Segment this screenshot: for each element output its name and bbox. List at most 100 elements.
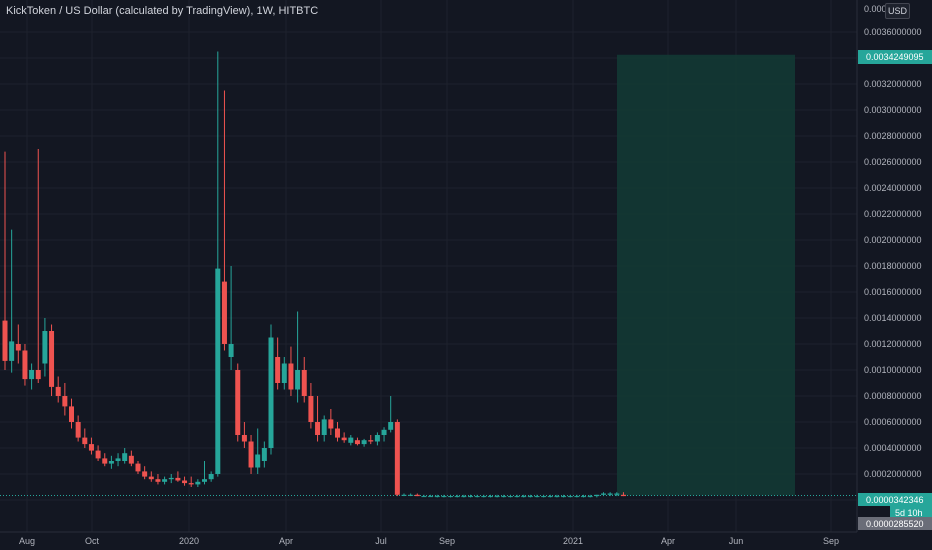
candle-body	[428, 496, 434, 498]
candle-body	[527, 496, 533, 498]
candle-body	[122, 453, 128, 461]
candle-body	[587, 496, 593, 498]
currency-button[interactable]: USD	[885, 3, 910, 19]
candle-body	[481, 496, 487, 498]
candle-body	[15, 344, 21, 351]
candle-body	[541, 496, 547, 498]
candle-body	[29, 370, 35, 380]
candle-body	[361, 440, 367, 445]
candle-body	[255, 454, 261, 468]
candle-body	[607, 493, 613, 495]
candle-body	[374, 435, 380, 442]
candle-series	[2, 51, 626, 498]
price-axis[interactable]: 0.000 0.00360000000.00340000000.00320000…	[856, 0, 932, 550]
candle-body	[261, 448, 267, 461]
time-tick-label: Apr	[661, 536, 675, 546]
time-tick-label: Jul	[375, 536, 387, 546]
candle-body	[135, 463, 141, 472]
candle-body	[514, 496, 520, 498]
candle-body	[248, 441, 254, 468]
candle-body	[22, 350, 28, 380]
price-tick-label: 0.0014000000	[864, 313, 922, 323]
price-tick-label: 0.0036000000	[864, 27, 922, 37]
candle-body	[561, 496, 567, 498]
candle-body	[9, 341, 15, 361]
candle-body	[95, 450, 101, 459]
candle-body	[354, 440, 360, 445]
candle-body	[408, 494, 414, 496]
candle-body	[195, 481, 201, 485]
candle-body	[388, 422, 394, 430]
candle-body	[268, 337, 274, 448]
candle-body	[461, 496, 467, 498]
candle-body	[2, 320, 8, 361]
candle-body	[614, 493, 620, 495]
candle-body	[102, 458, 108, 464]
price-tick-label: 0.0018000000	[864, 261, 922, 271]
candle-body	[335, 428, 340, 438]
candle-body	[208, 474, 214, 480]
candle-body	[394, 422, 400, 495]
candle-body	[162, 479, 168, 482]
candle-body	[521, 496, 527, 498]
candle-body	[82, 437, 88, 445]
candle-body	[295, 370, 301, 390]
candle-body	[301, 370, 307, 396]
price-tick-label: 0.0032000000	[864, 79, 922, 89]
candle-body	[574, 496, 580, 498]
target-price-label: 0.0034249095	[866, 52, 924, 62]
candle-body	[88, 444, 94, 451]
candle-body	[235, 370, 241, 435]
candle-body	[49, 331, 55, 387]
price-tick-label: 0.0006000000	[864, 417, 922, 427]
time-tick-label: 2021	[563, 536, 583, 546]
price-axis-ticks: 0.00360000000.00340000000.00320000000.00…	[864, 27, 922, 505]
candle-body	[288, 363, 294, 390]
candle-body	[221, 281, 227, 344]
candle-body	[441, 496, 447, 498]
target-price-badge: 0.0034249095	[858, 50, 932, 64]
candle-body	[507, 496, 513, 498]
candle-body	[188, 483, 194, 485]
candle-body	[401, 494, 407, 496]
low-price-label: 0.0000285520	[866, 519, 924, 529]
candle-body	[215, 268, 221, 474]
last-price-label: 0.0000342346	[866, 495, 924, 505]
time-axis-ticks: Aug Oct 2020 Apr Jul Sep 2021 Apr Jun Sep	[19, 536, 839, 546]
candle-body	[228, 344, 234, 357]
candle-body	[155, 479, 161, 482]
time-tick-label: 2020	[179, 536, 199, 546]
candle-body	[55, 386, 61, 396]
candle-body	[554, 496, 560, 498]
candle-body	[594, 494, 600, 497]
candle-body	[494, 496, 500, 498]
time-tick-label: Sep	[823, 536, 839, 546]
candle-body	[182, 480, 188, 484]
candle-body	[115, 458, 121, 461]
candle-body	[468, 496, 473, 498]
target-zone	[617, 54, 795, 496]
candle-body	[487, 496, 493, 498]
candle-body	[547, 496, 553, 498]
candle-body	[281, 363, 287, 383]
candle-body	[75, 422, 81, 438]
candle-body	[501, 496, 507, 498]
price-tick-label: 0.0002000000	[864, 469, 922, 479]
countdown-label: 5d 10h	[895, 508, 923, 518]
candle-body	[368, 440, 374, 442]
candle-body	[202, 479, 207, 482]
time-axis[interactable]: Aug Oct 2020 Apr Jul Sep 2021 Apr Jun Sep	[0, 531, 932, 550]
price-tick-label: 0.0030000000	[864, 105, 922, 115]
candle-body	[474, 496, 480, 498]
candle-body	[434, 496, 440, 498]
price-tick-label: 0.0008000000	[864, 391, 922, 401]
candle-body	[448, 496, 454, 498]
candle-body	[315, 422, 321, 435]
candle-body	[168, 477, 174, 480]
candle-body	[142, 471, 148, 477]
time-tick-label: Sep	[439, 536, 455, 546]
candle-body	[175, 477, 181, 481]
price-axis-top-label: 0.000	[864, 4, 887, 14]
candle-body	[581, 496, 587, 498]
